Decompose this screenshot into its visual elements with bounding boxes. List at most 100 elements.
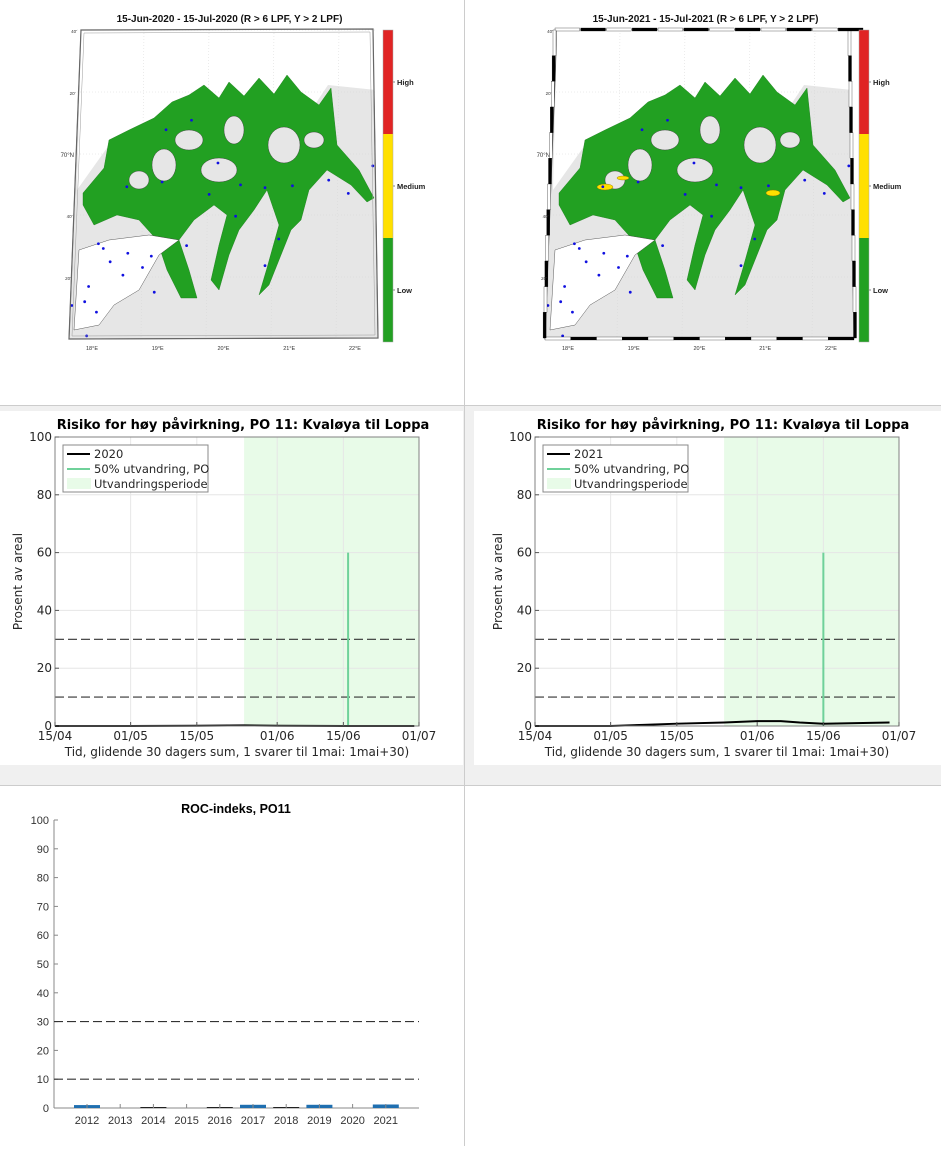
legend-entry: Utvandringsperiode [574,477,688,491]
farm-marker [666,118,669,122]
legend-entry: 50% utvandring, PO [574,462,689,476]
farm-marker [636,180,640,184]
farm-marker [126,251,130,255]
y-tick-label: 10 [37,1074,49,1086]
farm-marker [216,161,220,165]
map-panel-2020: 15-Jun-2020 - 15-Jul-2020 (R > 6 LPF, Y … [0,0,464,405]
island [650,129,680,151]
farm-marker [239,183,242,187]
y-tick-label: 70 [37,901,49,913]
farm-marker [661,244,664,248]
y-axis-label: Prosent av areal [491,533,505,630]
farm-marker [739,186,743,190]
row-divider-1 [0,405,941,406]
risk-map-2021: 15-Jun-2021 - 15-Jul-2021 (R > 6 LPF, Y … [537,14,902,352]
y-tick-label: 30 [37,1017,49,1029]
chart-title: ROC-indeks, PO11 [181,802,291,816]
farm-marker [291,184,294,188]
farm-marker [753,237,757,241]
x-tick-label: 2019 [307,1115,331,1127]
farm-marker [190,118,193,122]
farm-marker [625,254,629,258]
x-tick-label: 2015 [174,1115,198,1127]
map-panel-2021: 15-Jun-2021 - 15-Jul-2021 (R > 6 LPF, Y … [465,0,941,405]
farm-marker [683,192,687,196]
y-tick-label: 80 [37,488,52,502]
roc-bar-chart: ROC-indeks, PO11 0 10 20 30 40 50 60 70 80 90 100 20… [31,802,419,1127]
farm-marker [149,254,153,258]
colorbar-label: Medium [873,182,902,191]
y-tick-label: 100 [31,815,49,827]
colorbar-label: Low [873,286,888,295]
x-tick-label: 15/04 [38,729,73,743]
island [200,157,238,183]
risk-line-chart-2020: Risiko for høy påvirkning, PO 11: Kvaløy… [11,418,437,759]
colorbar-segment-medium [383,134,393,238]
farm-marker [573,242,576,246]
y-tick-label: 40 [37,988,49,1000]
farm-marker [346,192,350,195]
farm-marker [597,273,601,277]
risk-chart-panel-2021: Risiko for høy påvirkning, PO 11: Kvaløy… [474,411,941,765]
farm-marker [125,185,129,189]
farm-marker [822,192,826,195]
low-risk-area [82,74,375,299]
colorbar-segment-medium [859,134,869,238]
farm-marker [263,186,267,190]
longitude-label: 18°E [86,346,98,352]
series-line-2021 [535,720,890,727]
longitude-label: 19°E [152,346,164,352]
farm-marker [847,164,851,168]
farm-marker [617,266,620,269]
x-axis-label: Tid, glidende 30 dagers sum, 1 svarer ti… [544,745,890,759]
farm-marker [767,184,770,188]
x-tick-label: 2013 [108,1115,132,1127]
y-tick-label: 40 [37,603,52,617]
island [699,115,721,145]
farm-marker [70,304,74,307]
legend-entry: Utvandringsperiode [94,477,208,491]
latitude-label: 20' [541,276,547,281]
medium-risk-area [616,175,630,181]
x-tick-label: 2018 [274,1115,298,1127]
farm-marker [185,244,189,248]
colorbar-segment-low [859,238,869,342]
colorbar [382,29,394,343]
x-tick-label: 01/07 [402,729,437,743]
chart-title: Risiko for høy påvirkning, PO 11: Kvaløy… [537,418,910,433]
y-tick-label: 0 [44,719,52,733]
farm-marker [715,183,718,187]
island [627,148,653,182]
longitude-label: 21°E [759,346,771,352]
farm-marker [234,214,238,218]
risk-map-2020: 15-Jun-2020 - 15-Jul-2020 (R > 6 LPF, Y … [61,14,426,352]
colorbar-label: Low [397,286,412,295]
column-divider [464,0,465,1146]
island [779,131,801,149]
y-tick-label: 80 [37,873,49,885]
risk-chart-panel-2020: Risiko for høy påvirkning, PO 11: Kvaløy… [0,411,463,765]
farm-marker [628,290,632,294]
longitude-label: 22°E [825,346,837,352]
latitude-label: 40' [547,29,553,34]
colorbar-segment-low [383,238,393,342]
colorbar-segment-high [383,30,393,134]
y-tick-label: 90 [37,844,49,856]
y-tick-label: 100 [509,430,532,444]
x-tick-label: 01/07 [882,729,917,743]
plot-area [534,436,900,727]
island [174,129,204,151]
farm-marker [87,285,90,288]
farm-marker [546,304,550,307]
island [743,126,777,164]
longitude-label: 22°E [349,346,361,352]
legend-entry: 50% utvandring, PO [94,462,209,476]
farm-marker [692,161,696,165]
y-axis-label: Prosent av areal [11,533,25,630]
x-tick-label: 15/06 [806,729,841,743]
plot-area [54,436,420,727]
x-tick-label: 2021 [374,1115,398,1127]
y-tick-label: 0 [43,1103,49,1115]
farm-marker [97,242,100,246]
farm-marker [141,266,144,269]
